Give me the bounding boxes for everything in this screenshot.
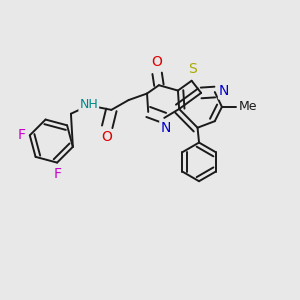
Text: O: O: [152, 55, 163, 69]
Text: Me: Me: [238, 100, 257, 113]
Text: F: F: [54, 167, 62, 181]
Text: N: N: [219, 84, 229, 98]
Text: NH: NH: [80, 98, 98, 111]
Text: S: S: [188, 62, 197, 76]
Text: F: F: [18, 128, 26, 142]
Text: N: N: [160, 122, 171, 136]
Text: O: O: [101, 130, 112, 144]
